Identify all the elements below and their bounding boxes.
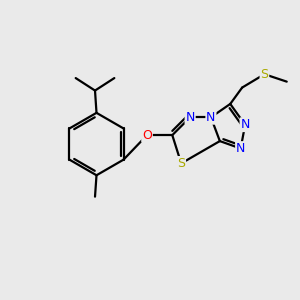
Text: O: O: [142, 129, 152, 142]
Text: S: S: [177, 157, 185, 170]
Text: N: N: [185, 111, 195, 124]
Text: S: S: [260, 68, 268, 81]
Text: N: N: [206, 111, 216, 124]
Text: N: N: [240, 118, 250, 131]
Text: N: N: [236, 142, 245, 155]
